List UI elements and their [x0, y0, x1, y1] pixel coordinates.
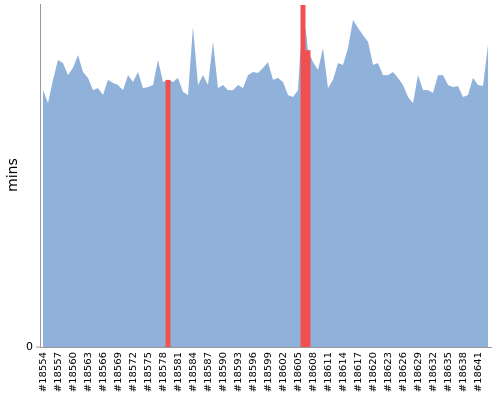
x-tick-label: #18629: [413, 352, 424, 392]
x-tick-label: #18599: [263, 352, 274, 392]
x-tick-label: #18608: [308, 352, 319, 392]
x-tick-label: #18596: [248, 352, 259, 392]
highlight-bar: [165, 79, 171, 347]
x-tick-label: #18641: [473, 352, 484, 392]
x-tick-label: #18632: [428, 352, 439, 392]
x-tick-label: #18587: [203, 352, 214, 392]
x-tick-label: #18614: [338, 352, 349, 392]
x-tick-label: #18566: [98, 352, 109, 392]
x-tick-label: #18635: [443, 352, 454, 392]
x-tick-label: #18575: [143, 352, 154, 392]
y-tick-label: 0: [26, 340, 33, 353]
x-tick-label: #18578: [158, 352, 169, 392]
highlight-bar: [305, 50, 311, 347]
x-tick-label: #18569: [113, 352, 124, 392]
area: [43, 5, 488, 347]
x-tick-label: #18593: [233, 352, 244, 392]
x-tick-label: #18554: [38, 352, 49, 392]
x-tick-label: #18626: [398, 352, 409, 392]
highlight-bar: [300, 5, 306, 347]
y-axis-label: mins: [5, 158, 21, 192]
x-tick-label: #18602: [278, 352, 289, 392]
x-tick-label: #18605: [293, 352, 304, 392]
x-tick-label: #18563: [83, 352, 94, 392]
x-tick-label: #18590: [218, 352, 229, 392]
x-tick-label: #18617: [353, 352, 364, 392]
x-tick-label: #18623: [383, 352, 394, 392]
x-tick-label: #18557: [53, 352, 64, 392]
x-tick-label: #18581: [173, 352, 184, 392]
x-tick-label: #18572: [128, 352, 139, 392]
x-tick-label: #18638: [458, 352, 469, 392]
x-tick-label: #18584: [188, 352, 199, 392]
x-tick-label: #18611: [323, 352, 334, 392]
x-tick-label: #18620: [368, 352, 379, 392]
x-tick-label: #18560: [68, 352, 79, 392]
